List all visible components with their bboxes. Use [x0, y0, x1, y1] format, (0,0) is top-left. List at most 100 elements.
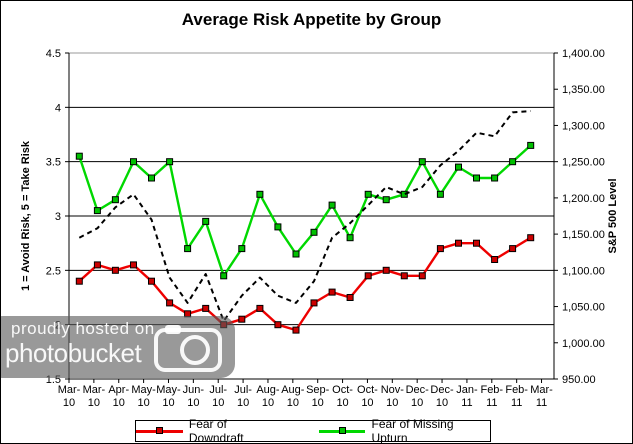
x-axis-tick-label: Dec-	[406, 384, 430, 396]
data-point-marker	[455, 239, 462, 247]
x-axis-tick-label: 10	[212, 397, 224, 409]
x-axis-tick-label: Sep-	[306, 384, 330, 396]
data-point-marker	[166, 158, 174, 166]
data-point-marker	[111, 196, 119, 204]
right-axis-tick-label: 1,300.00	[562, 120, 605, 132]
right-axis-tick-label: 1,200.00	[562, 193, 605, 205]
left-axis-tick-label: 4.5	[46, 48, 61, 60]
data-point-marker	[491, 174, 499, 182]
data-point-marker	[364, 190, 372, 198]
data-point-marker	[346, 294, 354, 301]
x-axis-tick-label: May-	[156, 384, 181, 396]
x-axis-tick-label: 10	[411, 397, 423, 409]
x-axis-tick-label: Jun-	[183, 384, 205, 396]
right-axis-tick-label: 950.00	[562, 374, 596, 386]
data-point-marker	[382, 266, 390, 274]
series-line	[78, 110, 531, 322]
x-axis-tick-label: 10	[88, 397, 100, 409]
series-s-p-500-unlabeled-dashed-line-	[78, 110, 531, 322]
x-axis-tick-label: Apr-	[108, 384, 129, 396]
x-axis-tick-label: 11	[511, 397, 522, 409]
legend-label-downdraft: Fear of Downdraft	[188, 417, 244, 444]
left-axis-tick-label: 3.5	[46, 157, 61, 169]
x-axis-tick-label: 10	[386, 397, 398, 409]
legend: Fear of Downdraft Fear of Missing Upturn	[135, 417, 491, 444]
right-axis-tick-label: 1,100.00	[562, 265, 605, 277]
watermark-text-line2: photobucket	[5, 338, 142, 368]
data-point-marker	[130, 261, 137, 269]
chart-title: Average Risk Appetite by Group	[181, 10, 442, 29]
x-axis-tick-label: Mar-	[83, 384, 106, 396]
x-axis-tick-label: Oct-	[332, 384, 353, 396]
data-point-marker	[400, 190, 408, 198]
data-point-marker	[382, 196, 390, 204]
data-point-marker	[202, 217, 210, 225]
left-axis-tick-label: 2.5	[46, 265, 61, 277]
data-point-marker	[202, 304, 210, 312]
x-axis-tick-label: Feb-	[505, 384, 528, 396]
x-axis-tick-label: 10	[336, 397, 348, 409]
x-axis-tick-label: Aug-	[256, 384, 280, 396]
data-point-marker	[148, 174, 155, 182]
photobucket-watermark: proudly hosted on photobucket	[1, 316, 235, 378]
data-point-marker	[238, 315, 246, 323]
data-point-marker	[328, 288, 336, 296]
data-point-marker	[527, 234, 535, 242]
data-point-marker	[256, 304, 264, 312]
right-axis-tick-label: 1,350.00	[562, 84, 605, 96]
data-point-marker	[509, 158, 517, 166]
x-axis-tick-label: 10	[113, 397, 125, 409]
data-point-marker	[436, 245, 444, 253]
data-point-marker	[418, 272, 426, 280]
legend-label-missing-upturn: Fear of Missing Upturn	[371, 417, 454, 444]
data-point-marker	[292, 250, 300, 258]
data-point-marker	[93, 261, 101, 269]
x-axis-tick-label: Jan-	[456, 384, 478, 396]
x-axis-tick-label: 10	[287, 397, 299, 409]
data-point-marker	[184, 245, 192, 253]
data-point-marker	[328, 201, 336, 209]
data-point-marker	[256, 190, 264, 198]
data-point-marker	[130, 158, 137, 166]
series-fear-of-missing-upturn	[75, 141, 535, 280]
x-axis-tick-label: Mar-	[58, 384, 81, 396]
x-axis-tick-label: Oct-	[357, 384, 378, 396]
right-axis-tick-label: 1,150.00	[562, 229, 605, 241]
x-axis-tick-label: 10	[162, 397, 174, 409]
data-point-marker	[220, 272, 228, 280]
data-point-marker	[418, 158, 426, 166]
data-point-marker	[93, 207, 101, 215]
x-axis-tick-label: 11	[486, 397, 497, 409]
axis-labels: 4.543.532.521.51,400.001,350.001,300.001…	[46, 48, 605, 409]
x-axis-tick-label: 10	[262, 397, 274, 409]
downdraft-line-swatch	[136, 426, 183, 434]
right-axis-tick-label: 1,250.00	[562, 157, 605, 169]
x-axis-tick-label: Feb-	[480, 384, 503, 396]
data-point-marker	[166, 299, 174, 307]
missing-upturn-line-swatch	[318, 426, 366, 434]
x-axis-tick-label: 11	[536, 397, 547, 409]
x-axis-tick-label: Mar-	[530, 384, 553, 396]
data-point-marker	[75, 277, 83, 285]
data-point-marker	[346, 234, 354, 242]
left-axis-tick-label: 4	[55, 102, 61, 114]
x-axis-tick-label: Dec-	[430, 384, 454, 396]
data-point-marker	[527, 141, 535, 149]
data-point-marker	[455, 163, 462, 171]
x-axis-tick-label: 10	[312, 397, 324, 409]
downdraft-marker-swatch	[156, 426, 163, 434]
data-point-marker	[274, 321, 282, 329]
x-axis-tick-label: 10	[237, 397, 249, 409]
missing-upturn-marker-swatch	[338, 426, 346, 434]
x-axis-tick-label: Aug-	[281, 384, 305, 396]
x-axis-tick-label: 10	[361, 397, 373, 409]
data-point-marker	[75, 152, 83, 160]
x-axis-tick-label: 10	[187, 397, 199, 409]
data-point-marker	[473, 239, 480, 247]
data-point-marker	[364, 272, 372, 280]
x-axis-tick-label: Jul-	[209, 384, 227, 396]
data-point-marker	[148, 277, 155, 285]
series-line	[78, 144, 532, 277]
data-point-marker	[436, 190, 444, 198]
